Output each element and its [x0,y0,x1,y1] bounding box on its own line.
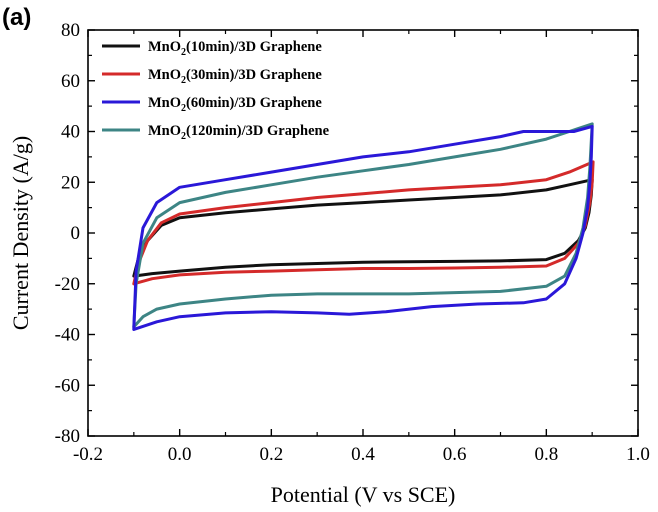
legend-label: MnO2(60min)/3D Graphene [148,95,322,114]
x-tick-label: 1.0 [626,444,650,465]
legend-label: MnO2(120min)/3D Graphene [148,123,330,142]
x-tick-label: 0.0 [168,444,192,465]
y-tick-label: 20 [61,172,80,193]
legend-label: MnO2(10min)/3D Graphene [148,39,322,58]
y-tick-label: 40 [61,122,80,143]
x-tick-label: 0.4 [351,444,375,465]
series-line-mno2-120min [132,122,594,329]
x-tick-label: -0.2 [73,444,103,465]
panel-label: (a) [2,4,32,31]
y-tick-label: 0 [71,223,81,244]
x-axis-title: Potential (V vs SCE) [271,482,456,507]
y-tick-label: 80 [61,20,80,41]
cv-curves [132,122,595,331]
plot-area-border [87,29,639,437]
y-axis-title: Current Density (A/g) [8,136,33,330]
y-tick-label: 60 [61,71,80,92]
x-tick-label: 0.6 [443,444,467,465]
y-tick-label: -40 [55,325,80,346]
series-line-mno2-60min [132,124,594,331]
y-tick-label: -80 [55,426,80,447]
x-tick-label: 0.8 [534,444,558,465]
x-axis-ticks: -0.2 0.0 0.2 0.4 0.6 0.8 1.0 [73,30,650,465]
series-line-mno2-30min [132,160,595,286]
x-tick-label: 0.2 [259,444,283,465]
plot-frame [87,29,639,437]
y-tick-label: -60 [55,375,80,396]
legend-label: MnO2(30min)/3D Graphene [148,67,322,86]
legend: MnO2(10min)/3D Graphene MnO2(30min)/3D Gr… [102,39,330,142]
y-tick-label: -20 [55,274,80,295]
y-axis-ticks: 80 60 40 20 0 -20 -40 -60 -80 [55,20,638,447]
